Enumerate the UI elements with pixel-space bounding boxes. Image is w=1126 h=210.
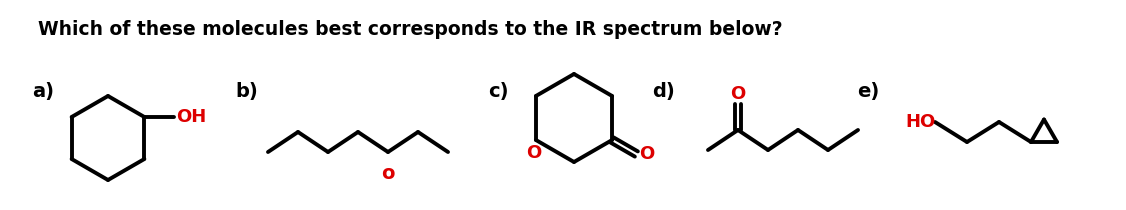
Text: e): e) [857,82,879,101]
Text: c): c) [488,82,509,101]
Text: o: o [382,164,395,183]
Text: O: O [640,145,654,163]
Text: Which of these molecules best corresponds to the IR spectrum below?: Which of these molecules best correspond… [38,20,783,39]
Text: HO: HO [905,113,936,131]
Text: O: O [731,85,745,103]
Text: O: O [526,144,542,162]
Text: b): b) [235,82,258,101]
Text: a): a) [32,82,54,101]
Text: OH: OH [177,108,207,126]
Text: d): d) [652,82,674,101]
